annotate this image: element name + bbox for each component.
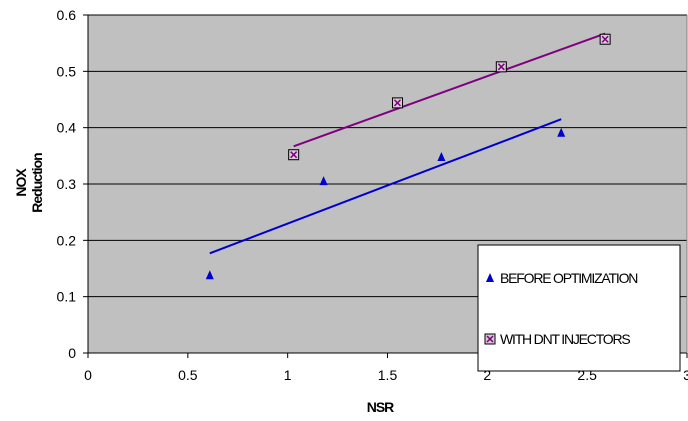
- x-tick-label-3: 1.5: [378, 367, 398, 383]
- trendline-series-0: [209, 118, 562, 255]
- x-tick-label-4: 2: [483, 367, 491, 383]
- y-tick-labels: 0 0.1 0.2 0.3 0.4 0.5 0.6: [57, 7, 77, 361]
- point-series-0-1: [319, 176, 328, 186]
- y-tick-label-4: 0.4: [57, 120, 77, 136]
- point-series-1-1: [391, 97, 403, 109]
- legend-marker-with-dnt-injectors: [484, 333, 496, 345]
- legend-label-before-optimization: BEFORE OPTIMIZATION: [500, 270, 637, 286]
- legend-marker-before-optimization: [486, 273, 494, 282]
- x-axis-title: NSR: [367, 399, 394, 415]
- y-tick-label-0: 0: [68, 345, 76, 361]
- legend-triangle-icon: [486, 273, 494, 282]
- trendline-series-1: [293, 32, 606, 148]
- x-tick-label-1: 0.5: [178, 367, 198, 383]
- point-series-1-2: [495, 61, 507, 73]
- legend-label-with-dnt-injectors: WITH DNT INJECTORS: [500, 331, 630, 347]
- point-series-1-3: [599, 33, 611, 45]
- y-tick-label-5: 0.5: [57, 63, 77, 79]
- x-tick-label-2: 1: [284, 367, 292, 383]
- y-tick-label-3: 0.3: [57, 176, 77, 192]
- y-axis-title-line1: NOX: [13, 168, 29, 197]
- legend: BEFORE OPTIMIZATION WITH DNT INJECTORS: [477, 244, 681, 372]
- y-tick-label-1: 0.1: [57, 289, 77, 305]
- data-points: [205, 33, 611, 280]
- legend-box: [477, 244, 681, 372]
- y-axis-title-line2: Reduction: [29, 153, 45, 213]
- legend-boxed-x-icon: [484, 333, 496, 345]
- point-series-0-0: [205, 270, 214, 280]
- trendlines: [209, 32, 606, 255]
- point-series-0-2: [437, 151, 446, 161]
- x-tick-label-0: 0: [84, 367, 92, 383]
- point-series-1-0: [288, 149, 300, 161]
- y-tick-label-2: 0.2: [57, 232, 77, 248]
- point-series-0-3: [557, 127, 566, 137]
- y-tick-label-6: 0.6: [57, 7, 77, 23]
- x-tick-label-6: 3: [683, 367, 688, 383]
